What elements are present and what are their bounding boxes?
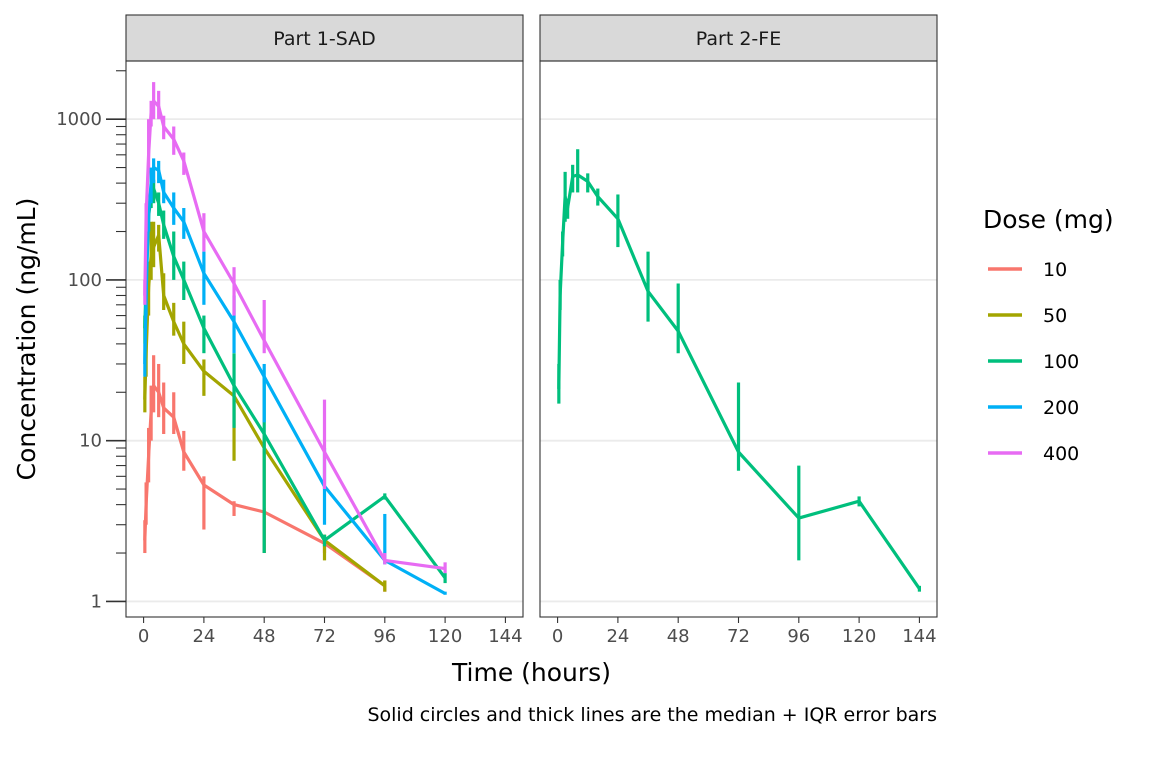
legend-entry-10: 10	[988, 259, 1067, 281]
x-tick-label: 24	[192, 626, 215, 647]
x-tick-label: 72	[313, 626, 336, 647]
x-tick-label: 0	[138, 626, 149, 647]
series-dose-10	[143, 355, 387, 592]
x-tick-label: 48	[667, 626, 690, 647]
x-tick-label: 144	[488, 626, 522, 647]
median-line	[143, 384, 386, 588]
median-line	[143, 233, 386, 588]
median-line	[143, 99, 446, 571]
legend-title: Dose (mg)	[983, 205, 1114, 234]
y-axis: 1 10 100 1000	[56, 70, 126, 612]
legend-entries: 10 50 100 200 400	[988, 259, 1079, 465]
median-line	[143, 165, 446, 595]
facet-panel: Part 1-SAD 0 24 48 72 96 120 144	[125, 14, 524, 647]
plot-area	[557, 149, 922, 592]
legend-label: 100	[1043, 351, 1079, 373]
legend-entry-200: 200	[988, 397, 1079, 419]
legend-entry-100: 100	[988, 351, 1079, 373]
y-axis-title: Concentration (ng/mL)	[12, 198, 41, 481]
x-tick-label: 0	[552, 626, 563, 647]
facet-strip-title: Part 2-FE	[696, 28, 781, 50]
facet-strip	[125, 14, 524, 62]
legend-label: 50	[1043, 305, 1067, 327]
panel-border	[125, 60, 524, 618]
median-line	[557, 173, 921, 590]
x-tick-label: 96	[787, 626, 810, 647]
y-tick-label: 10	[79, 431, 102, 452]
legend: Dose (mg) 10 50 100 200 400	[983, 205, 1114, 465]
y-tick-label: 100	[68, 270, 102, 291]
median-line	[143, 187, 447, 579]
facet-strip-title: Part 1-SAD	[273, 28, 376, 50]
legend-label: 10	[1043, 259, 1067, 281]
y-tick-label: 1000	[56, 109, 102, 130]
panel-border	[539, 60, 938, 618]
facet-panel: Part 2-FE 0 24 48 72 96 120 144	[539, 14, 938, 647]
x-tick-label: 24	[606, 626, 629, 647]
x-tick-label: 96	[373, 626, 396, 647]
series-dose-100	[557, 149, 922, 592]
x-tick-label: 48	[253, 626, 276, 647]
facet-panels: Part 1-SAD 0 24 48 72 96 120 144 Part 2-FE 0 24 48 7…	[125, 14, 938, 647]
legend-label: 200	[1043, 397, 1079, 419]
legend-entry-50: 50	[988, 305, 1067, 327]
x-axis-title: Time (hours)	[451, 658, 611, 687]
plot-area	[143, 82, 447, 595]
x-tick-label: 120	[842, 626, 876, 647]
x-tick-label: 72	[727, 626, 750, 647]
caption: Solid circles and thick lines are the me…	[367, 704, 937, 726]
facet-strip	[539, 14, 938, 62]
x-tick-label: 120	[428, 626, 462, 647]
y-tick-label: 1	[91, 591, 102, 612]
legend-label: 400	[1043, 443, 1079, 465]
series-dose-400	[143, 82, 447, 574]
legend-entry-400: 400	[988, 443, 1079, 465]
x-tick-label: 144	[902, 626, 936, 647]
